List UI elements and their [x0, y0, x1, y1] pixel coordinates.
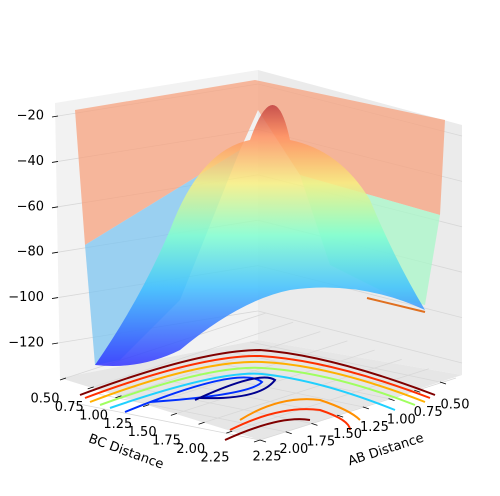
- z-tick-label: −60: [17, 199, 44, 214]
- tick-mark: [253, 439, 261, 443]
- tick-mark: [439, 381, 447, 385]
- tick-mark: [51, 251, 59, 254]
- tick-mark: [143, 404, 150, 407]
- y-tick-label: 0.50: [441, 398, 470, 413]
- tick-mark: [87, 386, 94, 390]
- z-tick-label: −40: [17, 154, 44, 169]
- tick-mark: [259, 439, 267, 443]
- z-tick-label: −80: [17, 245, 44, 260]
- x-tick-label: 2.25: [201, 451, 230, 466]
- grid-line: [124, 385, 312, 424]
- grid-line: [149, 340, 348, 405]
- tick-mark: [51, 206, 59, 209]
- z-tick-label: −120: [8, 335, 44, 350]
- tick-mark: [362, 406, 369, 410]
- tick-mark: [337, 414, 344, 418]
- x-tick-label: 1.75: [152, 434, 181, 449]
- y-tick-label: 1.50: [333, 427, 362, 442]
- grid-line: [259, 377, 457, 441]
- tick-mark: [226, 430, 233, 434]
- tick-mark: [198, 421, 205, 425]
- grid-line: [257, 310, 463, 364]
- tick-mark: [311, 423, 318, 426]
- tick-mark: [59, 377, 67, 381]
- z-tick-label: −100: [8, 290, 44, 305]
- x-tick-label: 1.50: [128, 425, 157, 440]
- x-tick-label: 1.25: [103, 417, 132, 432]
- y-tick-label: 0.75: [414, 405, 443, 420]
- x-tick-label: 0.50: [31, 392, 60, 407]
- y-tick-label: 1.25: [360, 420, 389, 435]
- grid-line: [93, 321, 294, 388]
- tick-mark: [51, 297, 59, 299]
- grid-line: [73, 402, 261, 441]
- grid-line: [249, 341, 441, 383]
- contours: [79, 348, 436, 441]
- surface-edge: [366, 297, 426, 313]
- tick-mark: [115, 395, 122, 399]
- surface-back: [75, 80, 445, 245]
- y-tick-label: 1.75: [306, 435, 335, 450]
- grid-line: [204, 359, 402, 423]
- y-tick-label: 2.00: [279, 442, 308, 457]
- x-tick-label: 1.00: [79, 408, 108, 423]
- x-tick-label: 0.75: [55, 400, 84, 415]
- y-tick-label: 2.25: [253, 450, 282, 465]
- tick-mark: [51, 342, 59, 345]
- z-tick-label: −20: [17, 109, 44, 124]
- tick-mark: [51, 115, 59, 118]
- tick-mark: [414, 389, 421, 393]
- y-tick-label: 1.00: [387, 412, 416, 427]
- x-tick-label: 2.00: [176, 442, 205, 457]
- tick-mark: [51, 161, 59, 163]
- surface-center: [95, 105, 425, 366]
- grid-line: [174, 367, 363, 408]
- tick-mark: [170, 413, 177, 416]
- tick-mark: [285, 431, 292, 435]
- tick-mark: [388, 398, 395, 401]
